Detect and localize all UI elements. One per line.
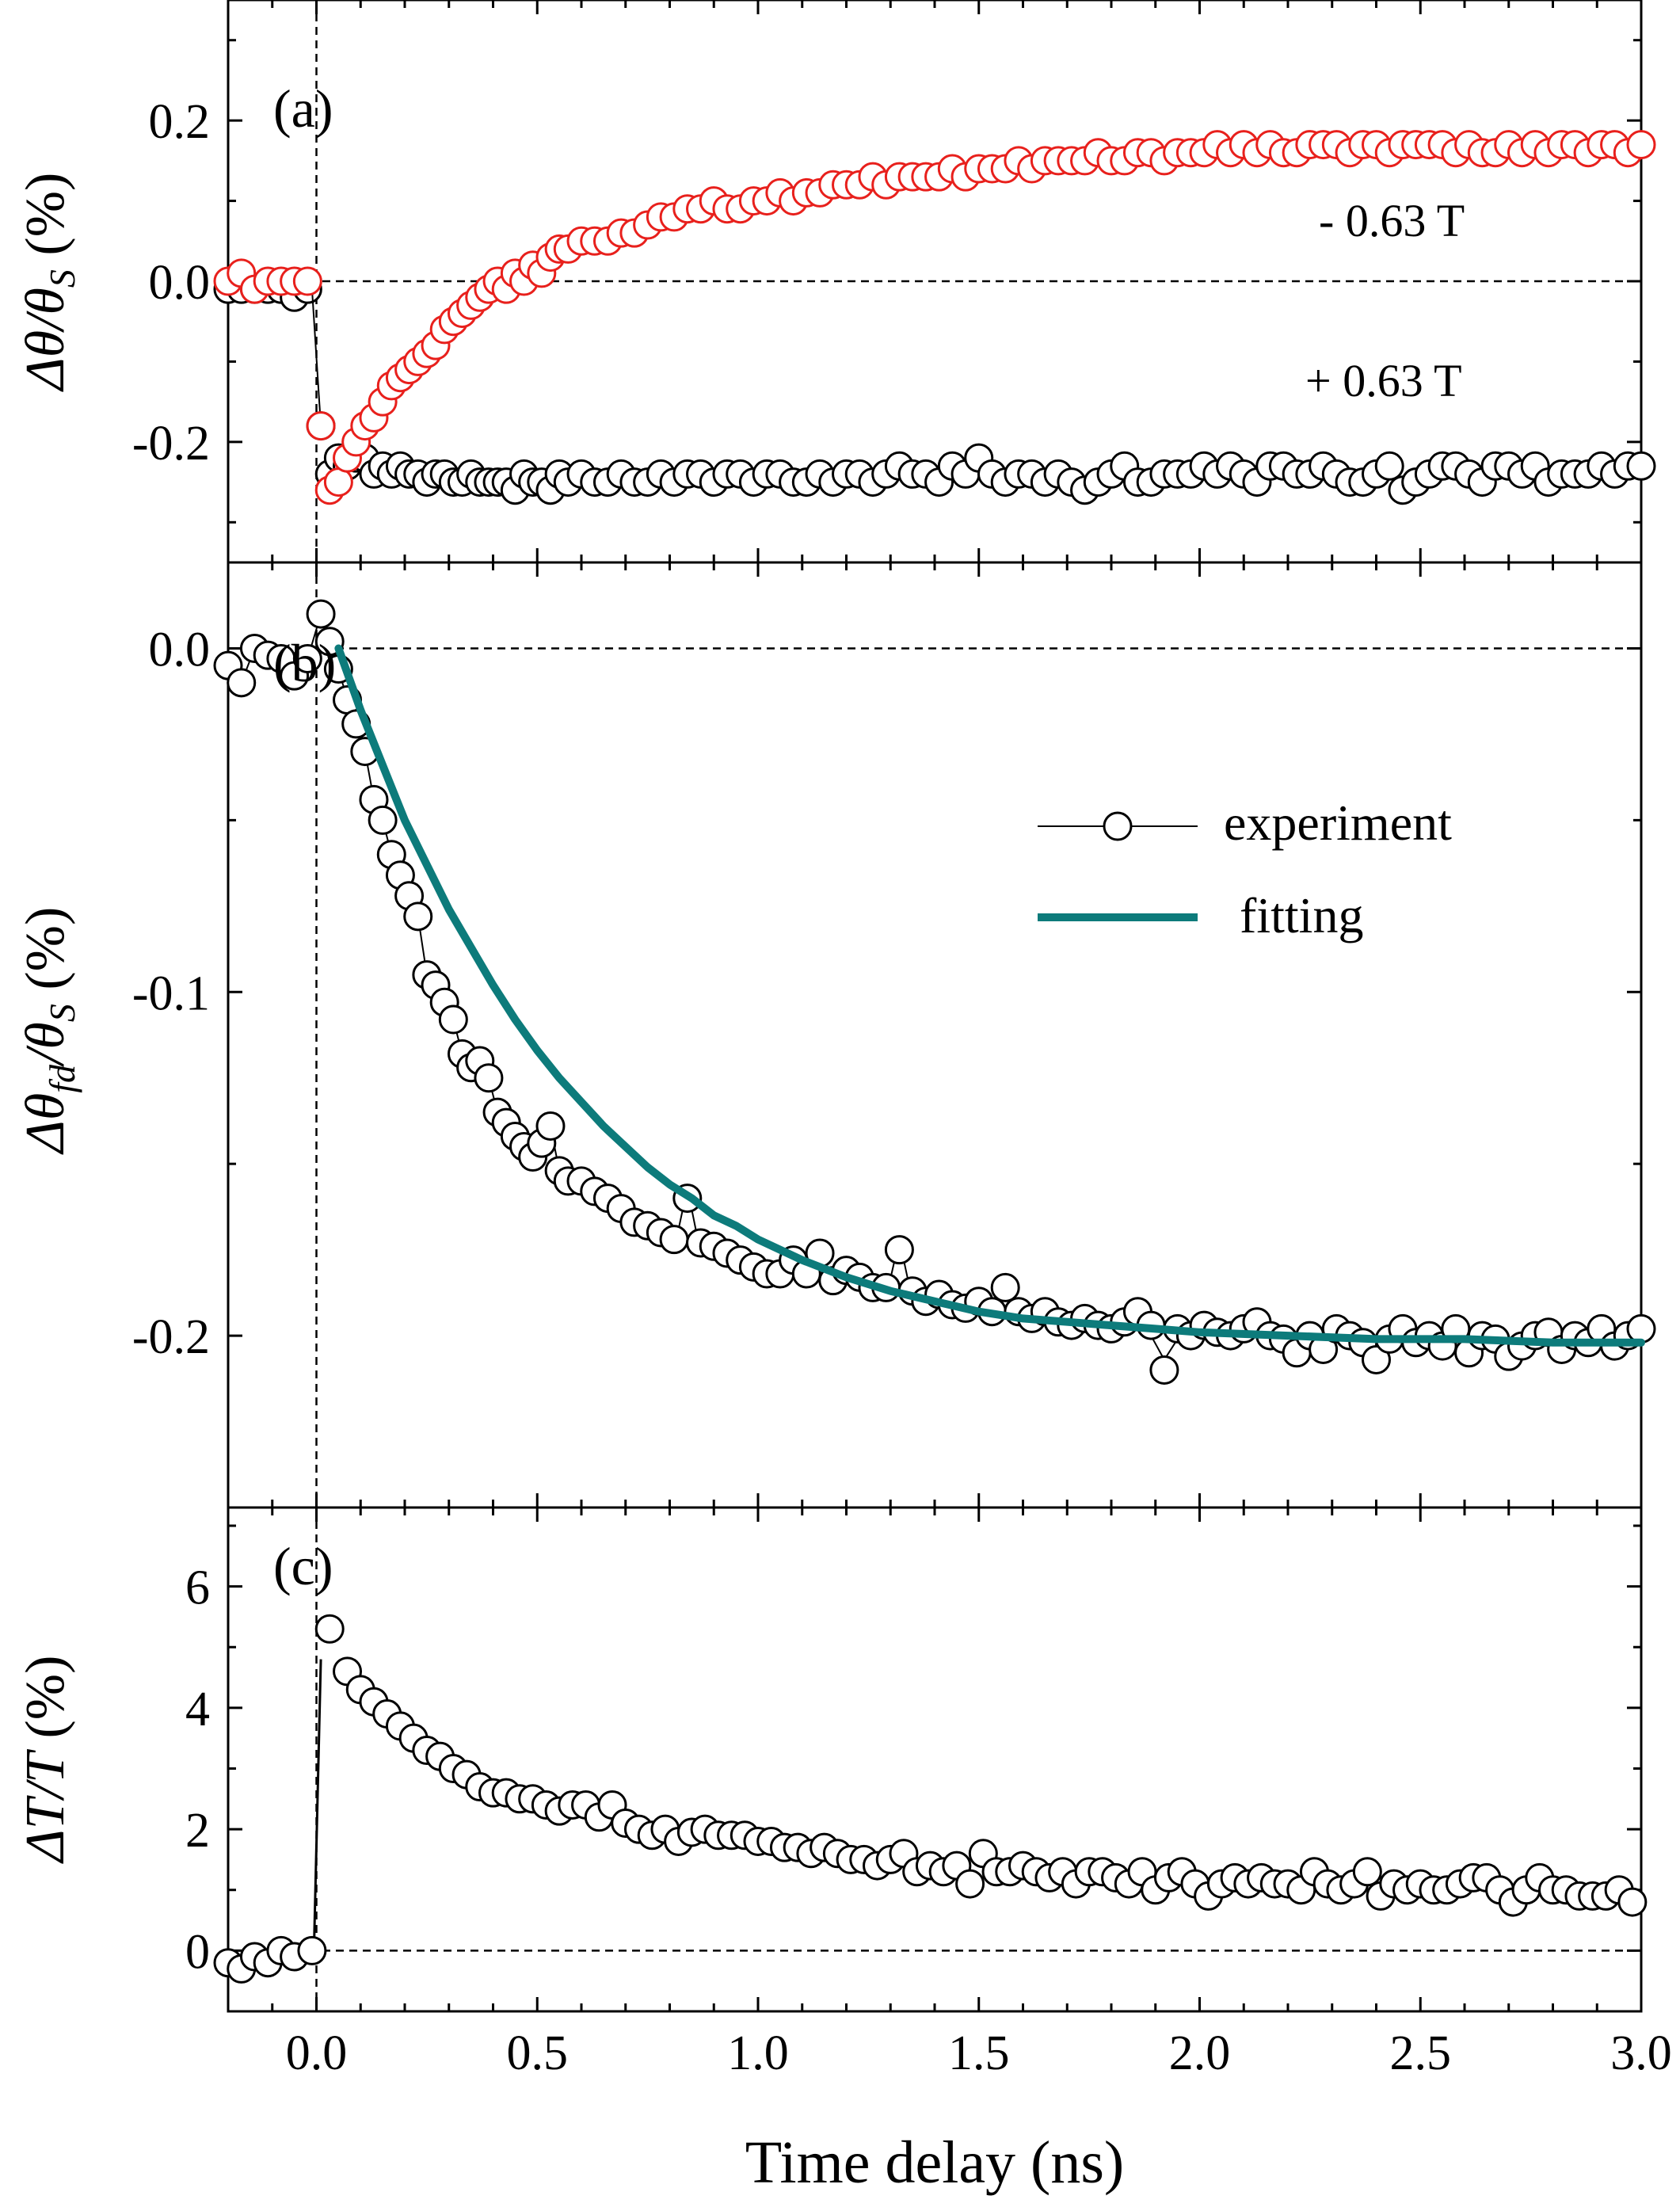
y-tick-label: 2 [185,1804,210,1858]
data-point-neg-field [323,467,353,497]
y-tick-label: 4 [185,1683,210,1736]
panel-a-ylabel: Δθ/θS (%) [15,173,82,393]
y-tick-label: -0.1 [132,966,210,1020]
data-point-experiment [990,1272,1020,1302]
data-point-experiment [292,643,322,673]
panel-b-series-experiment [213,599,1656,1385]
panel-c-ylabel: ΔT/T (%) [15,1656,76,1865]
y-tick-label: 6 [185,1561,210,1615]
x-tick-label: 1.5 [948,2026,1010,2080]
x-axis-tick-labels: 0.0 0.5 1.0 1.5 2.0 2.5 3.0 [286,2026,1672,2080]
panel-c-series [213,1614,1648,1984]
legend: experiment fitting [1038,795,1452,943]
data-point-experiment [535,1111,566,1141]
panel-b-fit-curve [334,644,1645,1347]
data-point-experiment [1149,1355,1179,1385]
panel-c: 6 4 2 0 (c) ΔT/T (%) [15,1506,1648,2013]
data-point-experiment [474,1063,504,1093]
data-point [955,1869,985,1899]
panel-b-ylabel-sub2: S [42,1004,82,1022]
panel-a: 0.2 0.0 -0.2 (a) - 0.63 T + 0.63 T Δθ/θS (… [15,0,1656,564]
data-point [1352,1857,1382,1887]
panel-a-ylabel-sub: S [42,269,82,288]
panel-a-series-neg-field [213,130,1656,505]
panel-c-rise-trace [313,1659,322,1939]
y-tick-label: -0.2 [132,1310,210,1364]
y-tick-label: 0.0 [149,256,211,310]
x-tick-label: 3.0 [1610,2026,1672,2080]
panel-b-ylabel-sub: fd [42,1064,82,1093]
x-tick-label: 2.5 [1390,2026,1452,2080]
panel-b-ylabel-mid: /θ [15,1022,76,1068]
panel-c-ylabel-main: ΔT/T [15,1748,76,1864]
x-tick-label: 2.0 [1169,2026,1231,2080]
data-point-experiment [438,1004,468,1035]
y-tick-label: 0 [185,1925,210,1979]
data-point-neg-field [292,266,322,296]
data-point-experiment [1362,1344,1391,1374]
panel-b-frame [227,561,1643,1509]
panel-c-tick-labels: 6 4 2 0 [185,1561,210,1980]
annotation-pos-field: + 0.63 T [1305,355,1462,406]
panel-b-ylabel-main: Δθ [15,1093,76,1155]
drop-line [310,289,322,426]
data-point-pos-field [1374,451,1404,481]
data-point-experiment [403,901,433,932]
legend-fitting-label: fitting [1240,887,1363,943]
y-tick-label: 0.2 [149,95,211,149]
panel-b-ylabel: Δθfd/θS (%) [15,907,82,1156]
panel-a-tick-labels: 0.2 0.0 -0.2 [132,95,210,471]
panel-c-ylabel-unit: (%) [15,1656,76,1752]
panel-b-ylabel-unit: (%) [15,907,76,1004]
data-point-pos-field [1626,451,1656,481]
data-point-experiment [306,599,336,629]
panel-c-label: (c) [273,1536,333,1596]
x-tick-label: 0.5 [507,2026,569,2080]
panel-b-ticks [227,562,1643,1509]
panel-a-label: (a) [273,78,333,139]
panel-b: 0.0 -0.1 -0.2 (b) experiment fitting Δθfd/… [15,561,1656,1509]
data-point [314,1614,345,1644]
panel-a-ticks [227,0,1643,562]
data-point-experiment [368,805,398,835]
data-point-neg-field [1626,130,1656,160]
legend-experiment-label: experiment [1224,795,1452,851]
data-point [1617,1887,1648,1917]
x-tick-label: 1.0 [727,2026,789,2080]
legend-experiment-marker [1103,811,1133,841]
data-point-experiment [884,1235,914,1265]
data-point [297,1935,327,1965]
y-tick-label: 0.0 [149,623,211,677]
panel-b-label: (b) [273,633,336,693]
data-point-experiment [227,668,257,698]
x-axis-label: Time delay (ns) [745,2129,1125,2196]
y-tick-label: -0.2 [132,417,210,471]
panel-b-tick-labels: 0.0 -0.1 -0.2 [132,623,210,1364]
annotation-neg-field: - 0.63 T [1319,195,1465,246]
data-point-neg-field [306,411,336,441]
data-point-experiment [659,1225,689,1255]
panel-a-ylabel-main: Δθ/θ [15,288,76,392]
data-point-experiment [1626,1313,1656,1344]
panel-a-ylabel-unit: (%) [15,173,76,269]
x-tick-label: 0.0 [286,2026,348,2080]
